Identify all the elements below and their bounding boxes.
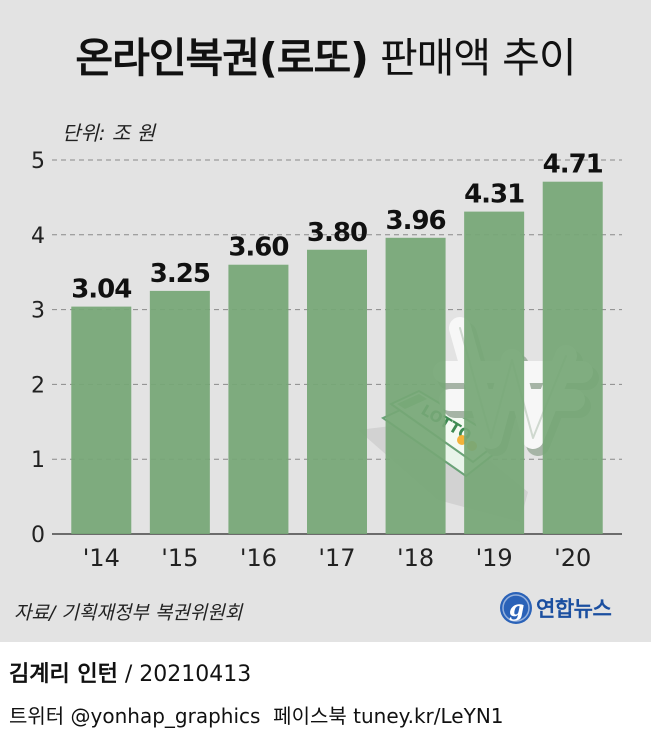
- unit-label: 단위: 조 원: [62, 121, 156, 145]
- author-name: 김계리 인턴: [9, 662, 118, 687]
- y-tick-label: 5: [31, 149, 45, 174]
- y-tick-label: 2: [31, 373, 45, 398]
- x-tick-label: '14: [83, 544, 120, 572]
- x-tick-label: '17: [318, 544, 355, 572]
- value-label: 4.71: [543, 150, 603, 180]
- title-sub: 판매액 추이: [367, 34, 577, 82]
- y-tick-label: 0: [31, 523, 45, 548]
- publish-date: / 20210413: [117, 662, 252, 687]
- chart-title: 온라인복권(로또) 판매액 추이: [0, 34, 651, 82]
- x-tick-label: '20: [554, 544, 591, 572]
- x-tick-label: '15: [161, 544, 198, 572]
- value-label: 3.96: [385, 206, 445, 236]
- y-tick-label: 1: [31, 448, 45, 473]
- bar: [149, 290, 210, 534]
- yonhap-logo: g 연합뉴스: [498, 590, 612, 626]
- yonhap-logo-icon: g: [500, 592, 532, 624]
- infographic: 온라인복권(로또) 판매액 추이 단위: 조 원 LOTTO: [0, 0, 651, 642]
- value-label: 4.31: [464, 180, 524, 210]
- value-label: 3.80: [307, 218, 367, 248]
- bar: [464, 211, 525, 534]
- bar: [71, 306, 132, 534]
- brand-name: 연합뉴스: [536, 597, 612, 621]
- bar: [228, 264, 289, 534]
- x-tick-label: '19: [476, 544, 513, 572]
- y-tick-label: 3: [31, 299, 45, 324]
- x-tick-label: '18: [397, 544, 434, 572]
- bar: [542, 181, 603, 534]
- social-links: 트위터 @yonhap_graphics 페이스북 tuney.kr/LeYN1: [9, 704, 504, 728]
- title-main: 온라인복권(로또): [75, 34, 369, 82]
- value-labels: 3.04 3.25 3.60 3.80 3.96 4.31 4.71: [71, 150, 604, 305]
- value-label: 3.60: [228, 233, 288, 263]
- y-axis: 0 1 2 3 4 5: [31, 149, 45, 548]
- x-axis: '14 '15 '16 '17 '18 '19 '20: [83, 544, 592, 572]
- svg-text:g: g: [509, 596, 524, 622]
- x-tick-label: '16: [240, 544, 277, 572]
- bar: [385, 237, 446, 535]
- bar: [307, 249, 367, 534]
- source-note: 자료/ 기획재정부 복권위원회: [14, 602, 243, 624]
- value-label: 3.25: [150, 259, 210, 289]
- value-label: 3.04: [71, 275, 131, 305]
- y-tick-label: 4: [31, 224, 45, 249]
- bars: [71, 181, 603, 535]
- author-credit: 김계리 인턴 / 20210413: [9, 656, 251, 688]
